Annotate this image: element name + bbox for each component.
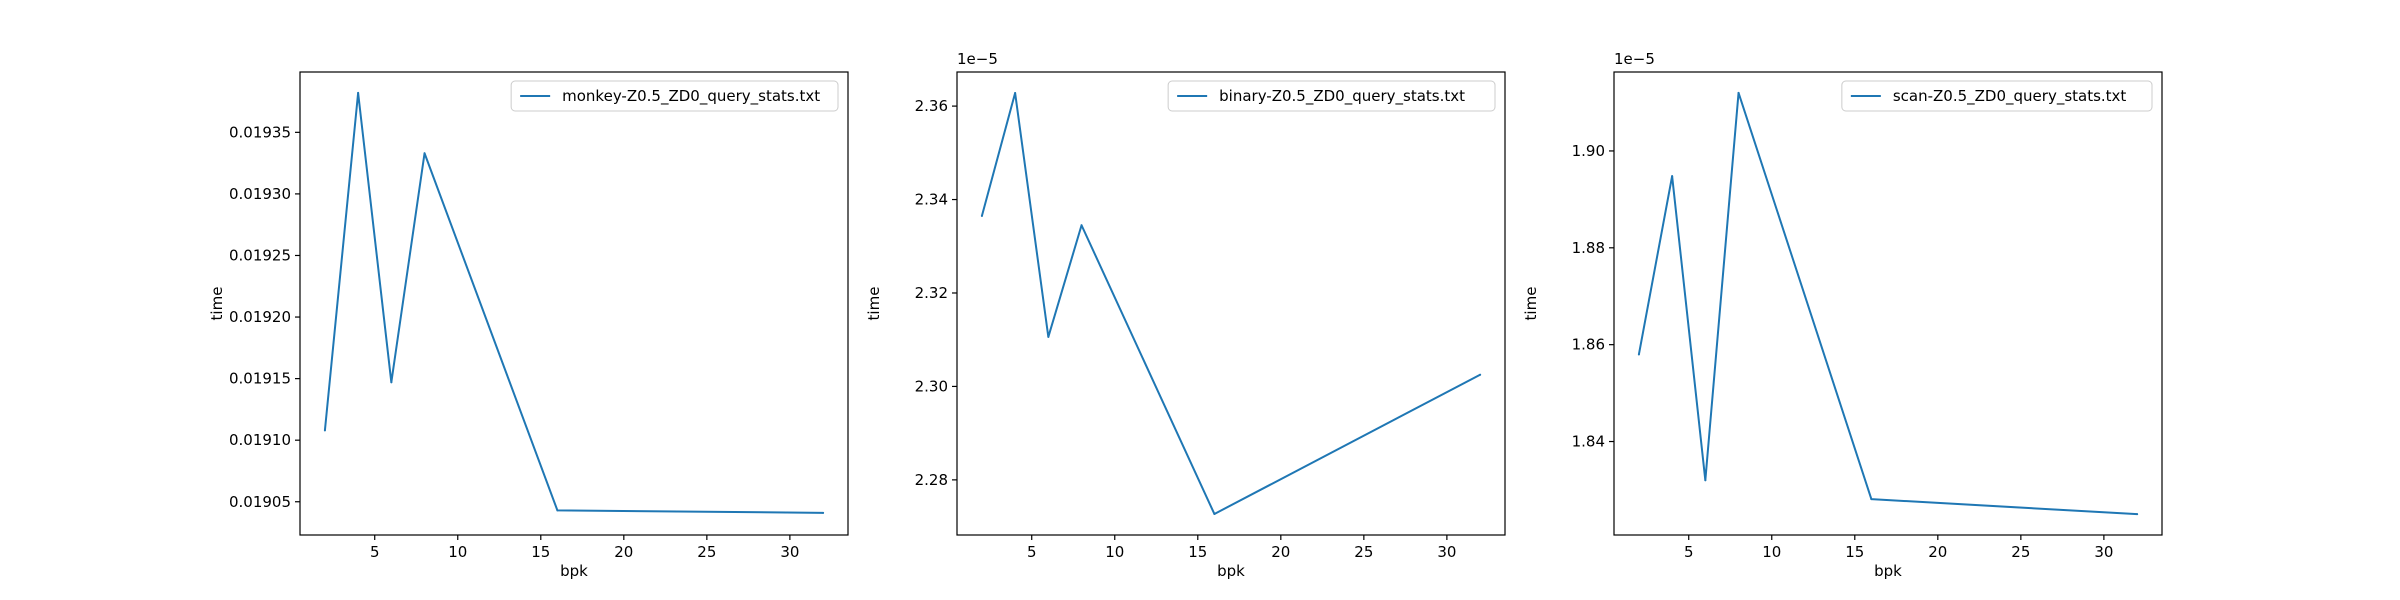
x-tick-label: 20 <box>1271 543 1290 561</box>
legend-entry-label: monkey-Z0.5_ZD0_query_stats.txt <box>562 87 820 106</box>
y-tick-label: 0.01910 <box>229 431 291 449</box>
data-point <box>390 381 393 384</box>
x-tick-label: 20 <box>1928 543 1947 561</box>
data-point <box>822 511 825 514</box>
x-axis-label: bpk <box>1874 562 1902 580</box>
legend-entry-label: binary-Z0.5_ZD0_query_stats.txt <box>1219 87 1465 106</box>
y-tick-label: 2.32 <box>915 284 948 302</box>
data-point <box>556 509 559 512</box>
data-point <box>423 152 426 155</box>
data-point <box>1704 479 1707 482</box>
x-tick-label: 10 <box>1762 543 1781 561</box>
chart-panel-1: 5 10 15 20 25 30 0.01905 0.01910 0.01915 0.01920 0… <box>208 71 849 580</box>
y-offset-text: 1e−5 <box>957 50 998 68</box>
x-tick-label: 25 <box>2011 543 2030 561</box>
x-tick-label: 15 <box>1188 543 1207 561</box>
legend-entry-label: scan-Z0.5_ZD0_query_stats.txt <box>1893 87 2127 106</box>
chart-panel-3: 5 10 15 20 25 30 1.84 1.86 1.88 1.90 1e−5 bpk time sc… <box>1522 50 2163 580</box>
x-tick-label: 25 <box>697 543 716 561</box>
y-tick-label: 1.84 <box>1572 433 1605 451</box>
x-tick-label: 5 <box>1684 543 1694 561</box>
x-tick-label: 15 <box>1845 543 1864 561</box>
data-point <box>1047 335 1050 338</box>
data-point <box>1213 512 1216 515</box>
y-axis-label: time <box>865 287 883 321</box>
series-line-1 <box>323 91 825 514</box>
legend-box <box>510 80 839 112</box>
series-line-1 <box>1637 91 2139 516</box>
x-tick-label: 10 <box>1105 543 1124 561</box>
y-tick-label: 0.01915 <box>229 370 291 388</box>
series-line-1 <box>980 92 1482 515</box>
data-point <box>1637 353 1640 356</box>
axes-frame <box>956 71 1506 536</box>
data-point <box>980 214 983 217</box>
x-tick-label: 25 <box>1354 543 1373 561</box>
y-tick-label: 0.01930 <box>229 185 291 203</box>
y-tick-label: 2.34 <box>915 191 948 209</box>
x-tick-label: 20 <box>614 543 633 561</box>
y-tick-label: 1.90 <box>1572 142 1605 160</box>
y-offset-text: 1e−5 <box>1614 50 1655 68</box>
data-point <box>1479 373 1482 376</box>
y-tick-label: 0.01905 <box>229 493 291 511</box>
data-point <box>1737 91 1740 94</box>
x-tick-label: 30 <box>780 543 799 561</box>
y-tick-label: 1.86 <box>1572 336 1605 354</box>
data-point <box>1671 175 1674 178</box>
x-axis-label: bpk <box>1217 562 1245 580</box>
x-tick-label: 30 <box>1437 543 1456 561</box>
data-point <box>323 429 326 432</box>
y-tick-label: 0.01935 <box>229 123 291 141</box>
y-axis-label: time <box>1522 287 1540 321</box>
y-tick-label: 2.28 <box>915 471 948 489</box>
axes-frame <box>299 71 849 536</box>
y-axis-label: time <box>208 287 226 321</box>
legend-box <box>1841 80 2153 112</box>
data-point <box>2136 513 2139 516</box>
x-tick-label: 5 <box>1027 543 1037 561</box>
y-tick-label: 0.01925 <box>229 246 291 264</box>
data-point <box>1080 224 1083 227</box>
x-tick-label: 15 <box>531 543 550 561</box>
y-tick-label: 2.36 <box>915 97 948 115</box>
legend-box <box>1167 80 1496 112</box>
legend: monkey-Z0.5_ZD0_query_stats.txt <box>510 80 839 112</box>
legend: binary-Z0.5_ZD0_query_stats.txt <box>1167 80 1496 112</box>
axes-frame <box>1613 71 2163 536</box>
data-point <box>1014 92 1017 95</box>
x-tick-label: 5 <box>370 543 380 561</box>
chart-panel-2: 5 10 15 20 25 30 2.28 2.30 2.32 2.34 2.36 1e−5 bpk ti… <box>865 50 1506 580</box>
data-point <box>357 91 360 94</box>
data-point <box>1870 498 1873 501</box>
y-tick-label: 0.01920 <box>229 308 291 326</box>
y-tick-label: 2.30 <box>915 377 948 395</box>
y-tick-label: 1.88 <box>1572 239 1605 257</box>
x-axis-label: bpk <box>560 562 588 580</box>
legend: scan-Z0.5_ZD0_query_stats.txt <box>1841 80 2153 112</box>
x-tick-label: 30 <box>2094 543 2113 561</box>
x-tick-label: 10 <box>448 543 467 561</box>
